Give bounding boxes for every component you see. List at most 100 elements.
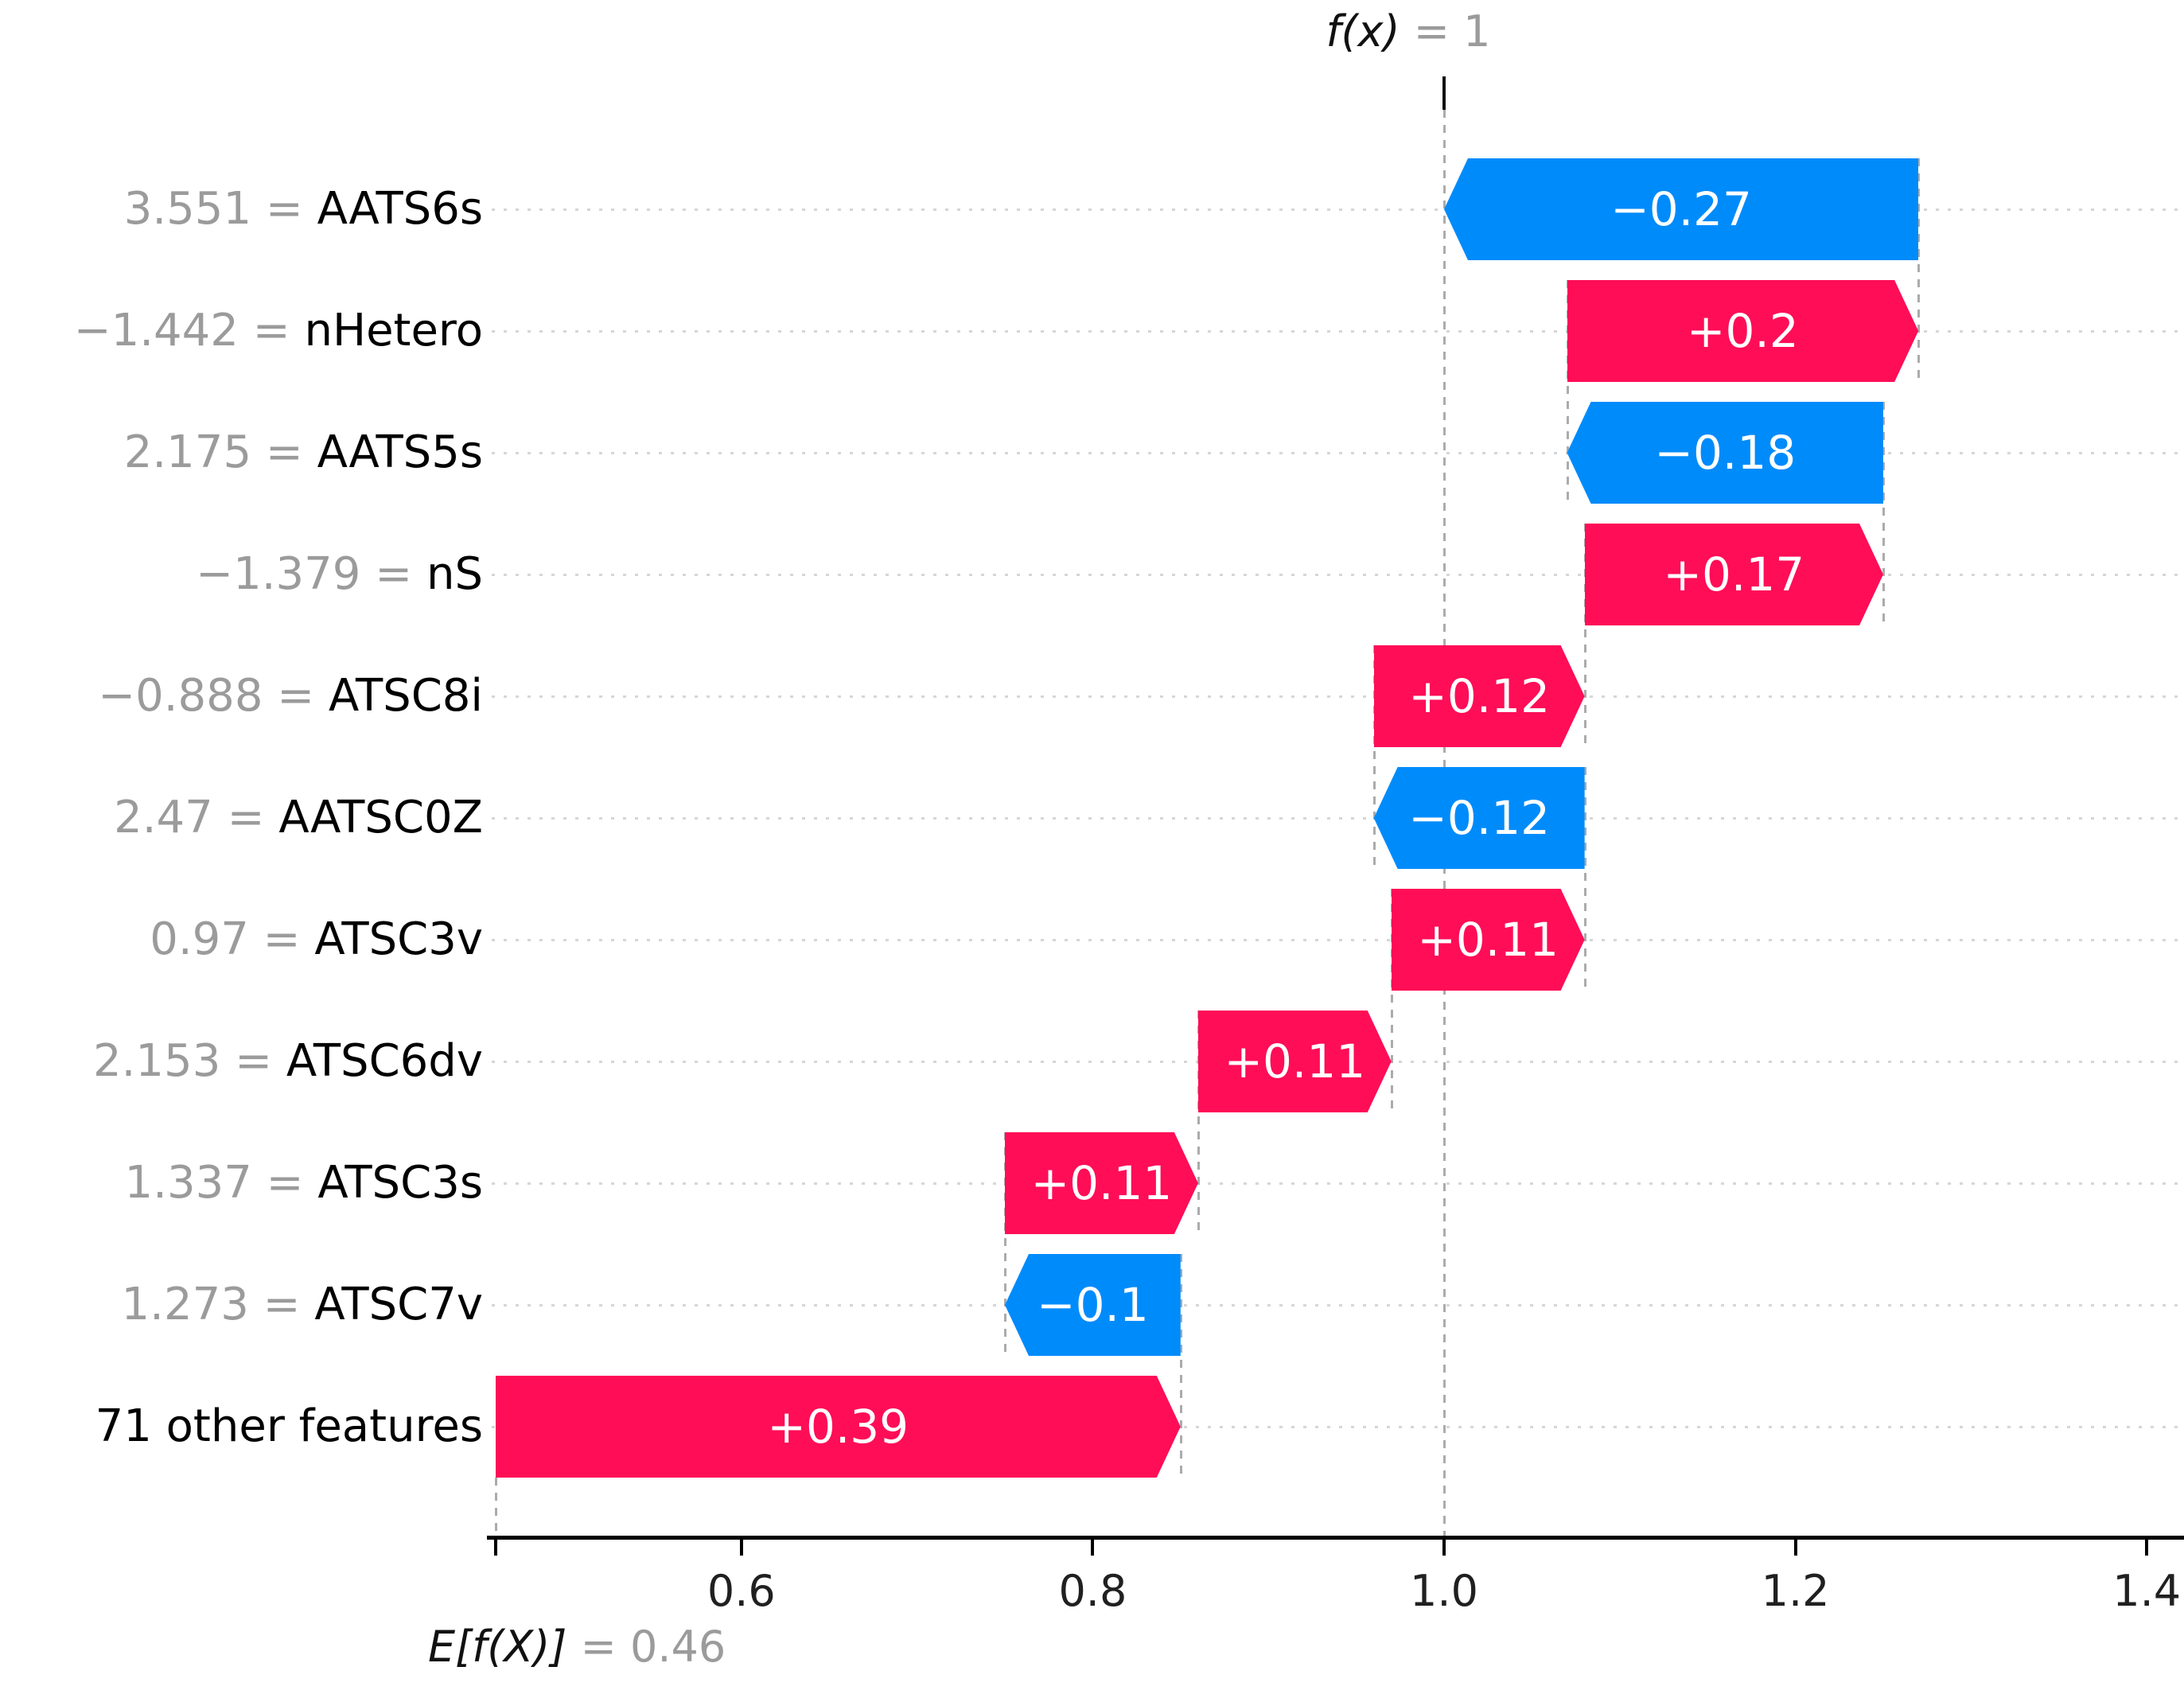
feature-value: 2.175 xyxy=(123,426,252,478)
bar-ATSC7v: −0.1 xyxy=(1005,1254,1181,1356)
row-guide xyxy=(492,1426,2184,1428)
feature-label-ATSC8i: −0.888 = ATSC8i xyxy=(0,668,483,724)
feature-value: 2.47 xyxy=(114,792,213,843)
connector-line xyxy=(1390,889,1393,1112)
equals-sign: = xyxy=(251,183,317,235)
connector-line xyxy=(1583,524,1586,747)
row-guide xyxy=(492,695,2184,698)
bar-ATSC6dv: +0.11 xyxy=(1198,1011,1392,1112)
base-dashed-line xyxy=(494,1478,497,1536)
feature-label-ATSC6dv: 2.153 = ATSC6dv xyxy=(0,1034,483,1089)
equals-sign: = xyxy=(360,548,426,600)
bar-value-label: −0.1 xyxy=(1036,1278,1149,1332)
row-guide xyxy=(492,452,2184,454)
axis-tick xyxy=(2145,1540,2149,1556)
fx-expression: f(x) xyxy=(1326,6,1400,56)
feature-value: 1.337 xyxy=(124,1157,252,1209)
equals-sign: = xyxy=(248,913,315,965)
axis-tick xyxy=(1793,1540,1797,1556)
row-guide xyxy=(492,208,2184,211)
feature-label-AATS5s: 2.175 = AATS5s xyxy=(0,425,483,481)
bar-nHetero: +0.2 xyxy=(1567,280,1919,382)
feature-name: 71 other features xyxy=(95,1400,483,1452)
axis-tick-base xyxy=(493,1540,497,1556)
feature-name: AATS5s xyxy=(317,426,483,478)
feature-value: −0.888 xyxy=(98,670,263,722)
connector-line xyxy=(1583,767,1586,991)
feature-label-AATS6s: 3.551 = AATS6s xyxy=(0,181,483,237)
feature-label-nHetero: −1.442 = nHetero xyxy=(0,303,483,359)
feature-value: 3.551 xyxy=(123,183,252,235)
feature-value: −1.379 xyxy=(196,548,361,600)
equals-sign: = xyxy=(263,670,329,722)
feature-name: nS xyxy=(426,548,483,600)
row-guide xyxy=(492,817,2184,820)
connector-line xyxy=(1917,158,1921,382)
fx-tick-mark xyxy=(1442,76,1446,110)
bar-ATSC3s: +0.11 xyxy=(1005,1132,1198,1234)
row-guide xyxy=(492,574,2184,576)
connector-line xyxy=(1566,280,1569,504)
feature-value: 1.273 xyxy=(121,1279,249,1330)
feature-name: ATSC8i xyxy=(328,670,483,722)
feature-value: 2.153 xyxy=(93,1035,221,1087)
bar-value-label: +0.17 xyxy=(1663,547,1805,602)
row-guide xyxy=(492,330,2184,333)
bar-value-label: +0.12 xyxy=(1408,669,1551,723)
feature-label-ATSC3v: 0.97 = ATSC3v xyxy=(0,912,483,968)
feature-name: ATSC7v xyxy=(314,1279,483,1330)
bar-value-label: −0.12 xyxy=(1408,791,1551,845)
feature-label-ATSC3s: 1.337 = ATSC3s xyxy=(0,1155,483,1211)
axis-tick-label: 1.2 xyxy=(1761,1566,1830,1616)
feature-name: ATSC3v xyxy=(314,913,483,965)
connector-line xyxy=(1372,645,1376,869)
axis-tick-label: 1.4 xyxy=(2112,1566,2182,1616)
feature-label-ATSC7v: 1.273 = ATSC7v xyxy=(0,1277,483,1333)
bar-value-label: −0.27 xyxy=(1610,182,1752,236)
axis-tick-label: 0.6 xyxy=(707,1566,776,1616)
expected-value-number: = 0.46 xyxy=(566,1622,726,1672)
feature-name: AATS6s xyxy=(317,183,483,235)
expected-value-expression: E[f(X)] xyxy=(428,1622,567,1672)
bar-value-label: +0.11 xyxy=(1417,913,1559,967)
axis-tick-label: 0.8 xyxy=(1058,1566,1127,1616)
bar-AATSC0Z: −0.12 xyxy=(1373,767,1585,869)
axis-tick xyxy=(1091,1540,1095,1556)
x-axis-spine xyxy=(487,1536,2184,1540)
connector-line xyxy=(1179,1254,1182,1478)
feature-name: ATSC6dv xyxy=(286,1035,483,1087)
axis-tick xyxy=(739,1540,743,1556)
feature-label-nS: −1.379 = nS xyxy=(0,547,483,602)
connector-line xyxy=(1004,1132,1006,1356)
bar-value-label: +0.2 xyxy=(1686,304,1799,358)
feature-value: −1.442 xyxy=(73,305,239,356)
feature-name: AATSC0Z xyxy=(278,792,483,843)
connector-line xyxy=(1197,1011,1200,1234)
feature-label-AATSC0Z: 2.47 = AATSC0Z xyxy=(0,790,483,846)
bar-ATSC8i: +0.12 xyxy=(1374,645,1585,747)
connector-line xyxy=(1882,402,1885,625)
bar-AATS6s: −0.27 xyxy=(1444,158,1919,260)
equals-sign: = xyxy=(248,1279,315,1330)
row-guide xyxy=(492,1304,2184,1307)
equals-sign: = xyxy=(251,426,317,478)
feature-value: 0.97 xyxy=(150,913,249,965)
feature-label-71-other-features: 71 other features xyxy=(0,1399,483,1455)
axis-tick-label: 1.0 xyxy=(1410,1566,1478,1616)
equals-sign: = xyxy=(212,792,279,843)
feature-name: nHetero xyxy=(304,305,483,356)
bar-value-label: −0.18 xyxy=(1654,426,1797,480)
bar-nS: +0.17 xyxy=(1585,524,1883,625)
bar-71-other-features: +0.39 xyxy=(496,1376,1181,1478)
bar-ATSC3v: +0.11 xyxy=(1392,889,1585,991)
row-guide xyxy=(492,1182,2184,1185)
fx-header-label: f(x) = 1 xyxy=(1326,6,1490,56)
equals-sign: = xyxy=(238,305,305,356)
equals-sign: = xyxy=(251,1157,318,1209)
bar-value-label: +0.11 xyxy=(1030,1156,1173,1210)
bar-AATS5s: −0.18 xyxy=(1567,402,1883,504)
feature-name: ATSC3s xyxy=(317,1157,483,1209)
expected-value-label: E[f(X)] = 0.46 xyxy=(428,1622,726,1672)
equals-sign: = xyxy=(220,1035,286,1087)
